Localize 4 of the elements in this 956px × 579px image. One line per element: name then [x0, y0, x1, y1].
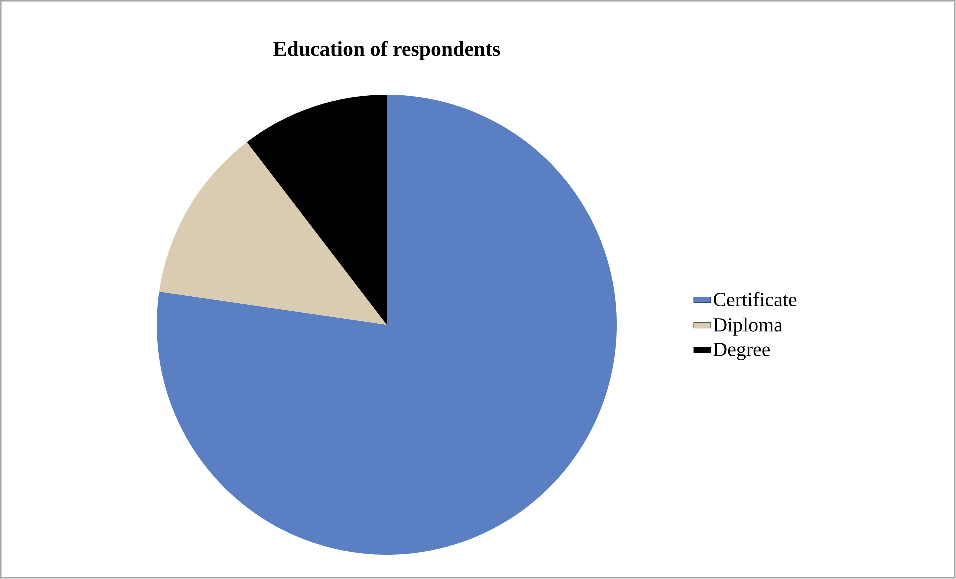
legend-label: Certificate [714, 292, 797, 307]
legend-label: Degree [714, 343, 770, 360]
legend-label: Diploma [714, 318, 783, 336]
chart-title: Education of respondents [274, 41, 500, 60]
